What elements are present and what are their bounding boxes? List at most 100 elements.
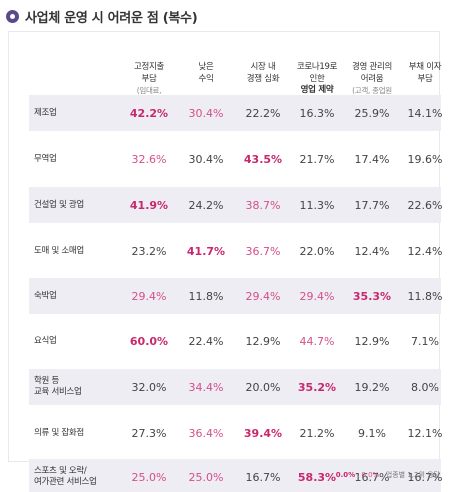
table-cell: 23.2% xyxy=(131,244,167,258)
table-cell: 19.2% xyxy=(354,380,390,394)
table-cell: 35.2% xyxy=(297,380,337,394)
row-label: 의류 및 잡화점 xyxy=(34,415,84,451)
table-cell: 12.9% xyxy=(354,334,390,348)
row-label-text: 무역업 xyxy=(34,153,57,164)
table-cell: 20.0% xyxy=(245,380,281,394)
table-cell: 58.3% xyxy=(297,470,337,484)
title-row: 사업체 운영 시 어려운 점 (복수) xyxy=(6,4,198,28)
table-cell: 16.7% xyxy=(354,470,390,484)
table-cell: 38.7% xyxy=(245,198,281,212)
column-header-line: 낮은 xyxy=(198,62,214,72)
table-cell: 32.0% xyxy=(131,380,167,394)
row-label-text: 건설업 및 광업 xyxy=(34,199,84,210)
table-cell: 29.4% xyxy=(245,289,281,303)
table-cell: 41.7% xyxy=(186,244,226,258)
table-cell: 29.4% xyxy=(131,289,167,303)
column-header: 낮은 수익 xyxy=(176,62,236,144)
column-header-line: 고정지출 xyxy=(133,62,165,72)
row-label: 도매 및 소매업 xyxy=(34,233,84,269)
table-cell: 25.9% xyxy=(354,106,390,120)
row-label-text: 제조업 xyxy=(34,107,57,118)
table-cell: 16.7% xyxy=(245,470,281,484)
column-header-sub: (임대료, xyxy=(136,86,162,95)
table-row-bg xyxy=(29,459,441,492)
column-header-line: 시장 내 xyxy=(250,62,276,72)
table-cell: 44.7% xyxy=(299,334,335,348)
row-label: 요식업 xyxy=(34,323,57,359)
column-header-sub: (고객, 종업원 xyxy=(352,86,392,95)
table-cell: 12.9% xyxy=(245,334,281,348)
table-cell: 30.4% xyxy=(188,152,224,166)
table-row-bg xyxy=(29,278,441,314)
row-label-text: 숙박업 xyxy=(34,290,57,301)
row-label: 건설업 및 광업 xyxy=(34,187,84,223)
footnote-second: 0.0% xyxy=(361,471,380,479)
title-bullet-icon xyxy=(6,9,19,23)
column-header-line: 경쟁 심화 xyxy=(246,73,280,84)
table-cell: 22.4% xyxy=(188,334,224,348)
column-header-line: 부담 xyxy=(417,73,433,84)
row-label-text: 학원 등 교육 서비스업 xyxy=(34,376,82,397)
column-header-line: 코로나19로 xyxy=(296,62,338,72)
table-cell: 22.2% xyxy=(245,106,281,120)
table-cell: 36.7% xyxy=(245,244,281,258)
table-cell: 30.4% xyxy=(188,106,224,120)
row-label-text: 요식업 xyxy=(34,335,57,346)
table-cell: 24.2% xyxy=(188,198,224,212)
footnote-text: : 업종별 1,2위 응답 xyxy=(381,471,440,479)
column-header-line: 부채 이자 xyxy=(408,62,442,72)
page-title: 사업체 운영 시 어려운 점 (복수) xyxy=(25,10,198,26)
row-label: 학원 등 교육 서비스업 xyxy=(34,369,82,405)
table-cell: 25.0% xyxy=(188,470,224,484)
row-label: 무역업 xyxy=(34,141,57,177)
footnote-sep: , xyxy=(357,471,360,479)
table-cell: 11.3% xyxy=(299,198,335,212)
row-label-text: 도매 및 소매업 xyxy=(34,245,84,256)
table-cell: 19.6% xyxy=(407,152,443,166)
table-cell: 29.4% xyxy=(299,289,335,303)
table-cell: 16.7% xyxy=(407,470,443,484)
column-header: 부채 이자 부담 xyxy=(395,62,450,144)
row-label: 숙박업 xyxy=(34,278,57,314)
column-header-line: 인한 xyxy=(309,73,325,84)
footnote-first: 0.0% xyxy=(335,471,356,479)
column-header-line: 부담 xyxy=(141,73,157,84)
table-row-bg xyxy=(29,95,441,131)
footnote: 0.0% , 0.0% : 업종별 1,2위 응답 xyxy=(336,470,440,480)
table-cell: 34.4% xyxy=(188,380,224,394)
column-header-line: 경영 관리의 xyxy=(351,62,392,72)
table-cell: 22.0% xyxy=(299,244,335,258)
table-row-bg xyxy=(29,369,441,405)
table-cell: 12.1% xyxy=(407,426,443,440)
table-cell: 12.4% xyxy=(407,244,443,258)
row-label-text: 의류 및 잡화점 xyxy=(34,427,84,438)
table-cell: 7.1% xyxy=(411,334,439,348)
table-cell: 43.5% xyxy=(243,152,283,166)
table-cell: 35.3% xyxy=(352,289,392,303)
table-cell: 14.1% xyxy=(407,106,443,120)
column-header-bold: 영업 제약 xyxy=(300,85,334,95)
column-header-line: 어려움 xyxy=(360,73,384,84)
column-header-line: 수익 xyxy=(198,73,214,84)
table-cell: 17.7% xyxy=(354,198,390,212)
table-cell: 8.0% xyxy=(411,380,439,394)
table-cell: 21.2% xyxy=(299,426,335,440)
table-cell: 27.3% xyxy=(131,426,167,440)
table-cell: 42.2% xyxy=(129,106,169,120)
row-label: 제조업 xyxy=(34,95,57,131)
table-cell: 32.6% xyxy=(131,152,167,166)
table-cell: 36.4% xyxy=(188,426,224,440)
table-cell: 25.0% xyxy=(131,470,167,484)
table-cell: 60.0% xyxy=(129,334,169,348)
table-cell: 41.9% xyxy=(129,198,169,212)
table-cell: 12.4% xyxy=(354,244,390,258)
table-row-bg xyxy=(29,187,441,223)
table-cell: 11.8% xyxy=(188,289,224,303)
row-label-text: 스포츠 및 오락/ 여가관련 서비스업 xyxy=(34,466,97,487)
table-cell: 39.4% xyxy=(243,426,283,440)
row-label: 스포츠 및 오락/ 여가관련 서비스업 xyxy=(34,459,97,492)
table-cell: 17.4% xyxy=(354,152,390,166)
table-cell: 11.8% xyxy=(407,289,443,303)
table-cell: 21.7% xyxy=(299,152,335,166)
